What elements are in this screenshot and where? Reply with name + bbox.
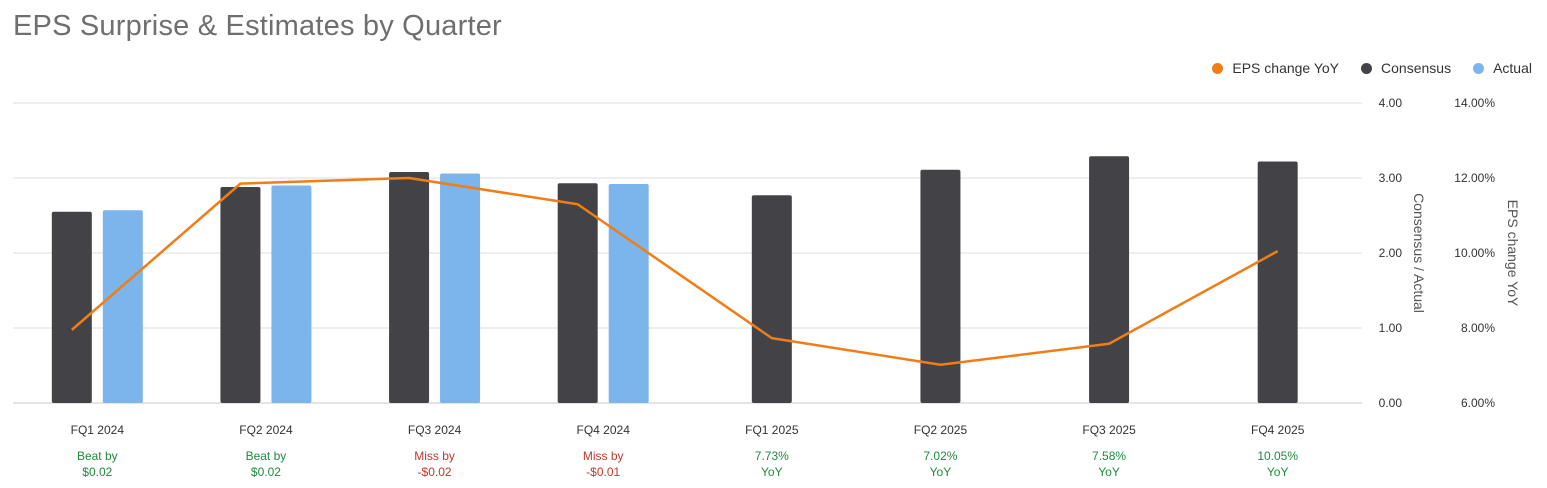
surprise-annotation-line1: 7.73% xyxy=(755,449,789,463)
surprise-annotation-line1: Miss by xyxy=(414,449,455,463)
surprise-annotation-line1: 10.05% xyxy=(1257,449,1298,463)
surprise-annotation-line1: 7.02% xyxy=(923,449,957,463)
right-axis-tick-label: 14.00% xyxy=(1454,96,1495,110)
surprise-annotations: Beat by $0.02 Beat by $0.02 Miss by -$0.02 Mis… xyxy=(77,449,1298,479)
bars xyxy=(51,156,1298,404)
legend-item-consensus[interactable]: Consensus xyxy=(1361,60,1451,76)
right-axis-tick-label: 8.00% xyxy=(1461,321,1495,335)
legend-label-consensus: Consensus xyxy=(1381,60,1452,76)
category-label: FQ2 2024 xyxy=(239,423,293,437)
consensus-bar[interactable] xyxy=(1257,161,1298,404)
legend-dot-actual xyxy=(1473,62,1485,74)
surprise-annotation-line2: YoY xyxy=(1098,465,1120,479)
right-axis-title: EPS change YoY xyxy=(1505,200,1521,307)
axes: 0.00 1.00 2.00 3.00 4.00 6.00% 8.00% 10.00% 12.0… xyxy=(1379,96,1521,410)
eps-change-line-group xyxy=(70,176,1279,366)
surprise-annotation-line2: $0.02 xyxy=(251,465,281,479)
actual-bar[interactable] xyxy=(608,184,649,403)
left-axis-tick-label: 1.00 xyxy=(1379,321,1403,335)
surprise-annotation-line2: YoY xyxy=(761,465,783,479)
category-label: FQ4 2024 xyxy=(577,423,631,437)
left-axis-tick-label: 4.00 xyxy=(1379,96,1403,110)
actual-bar[interactable] xyxy=(102,210,143,403)
surprise-annotation-line1: Beat by xyxy=(77,449,118,463)
category-label: FQ3 2024 xyxy=(408,423,462,437)
left-axis-tick-label: 3.00 xyxy=(1379,171,1403,185)
left-axis-tick-label: 0.00 xyxy=(1379,396,1403,410)
legend-dot-consensus xyxy=(1361,62,1373,74)
left-axis-title: Consensus / Actual xyxy=(1411,193,1427,313)
consensus-bar[interactable] xyxy=(920,169,961,403)
right-axis-tick-label: 10.00% xyxy=(1454,246,1495,260)
eps-change-line[interactable] xyxy=(70,176,1279,366)
surprise-annotation-line1: 7.58% xyxy=(1092,449,1126,463)
consensus-bar[interactable] xyxy=(389,172,430,403)
actual-bar[interactable] xyxy=(271,185,312,404)
legend-item-eps-change[interactable]: EPS change YoY xyxy=(1212,60,1339,76)
surprise-annotation-line1: Miss by xyxy=(583,449,624,463)
legend-label-eps-change: EPS change YoY xyxy=(1232,60,1340,76)
surprise-annotation-line2: -$0.01 xyxy=(586,465,620,479)
legend-label-actual: Actual xyxy=(1493,60,1532,76)
legend-item-actual[interactable]: Actual xyxy=(1473,60,1532,76)
surprise-annotation-line1: Beat by xyxy=(246,449,287,463)
left-axis-tick-label: 2.00 xyxy=(1379,246,1403,260)
surprise-annotation-line2: $0.02 xyxy=(82,465,112,479)
category-labels: FQ1 2024 FQ2 2024 FQ3 2024 FQ4 2024 FQ1 2025… xyxy=(71,423,1305,437)
right-axis-tick-label: 12.00% xyxy=(1454,171,1495,185)
consensus-bar[interactable] xyxy=(220,187,261,403)
category-label: FQ1 2024 xyxy=(71,423,125,437)
consensus-bar[interactable] xyxy=(557,183,598,403)
category-label: FQ4 2025 xyxy=(1251,423,1305,437)
surprise-annotation-line2: YoY xyxy=(930,465,952,479)
surprise-annotation-line2: YoY xyxy=(1267,465,1289,479)
right-axis-tick-label: 6.00% xyxy=(1461,396,1495,410)
consensus-bar[interactable] xyxy=(1089,156,1130,403)
actual-bar[interactable] xyxy=(440,173,481,404)
chart-title: EPS Surprise & Estimates by Quarter xyxy=(13,10,502,42)
category-label: FQ1 2025 xyxy=(745,423,799,437)
grid-lines xyxy=(13,102,1362,404)
category-label: FQ2 2025 xyxy=(914,423,968,437)
consensus-bar[interactable] xyxy=(51,211,92,403)
category-label: FQ3 2025 xyxy=(1082,423,1136,437)
legend-dot-eps-change xyxy=(1212,62,1224,74)
consensus-bar[interactable] xyxy=(751,195,792,403)
legend: EPS change YoY Consensus Actual xyxy=(1190,60,1532,76)
surprise-annotation-line2: -$0.02 xyxy=(418,465,452,479)
